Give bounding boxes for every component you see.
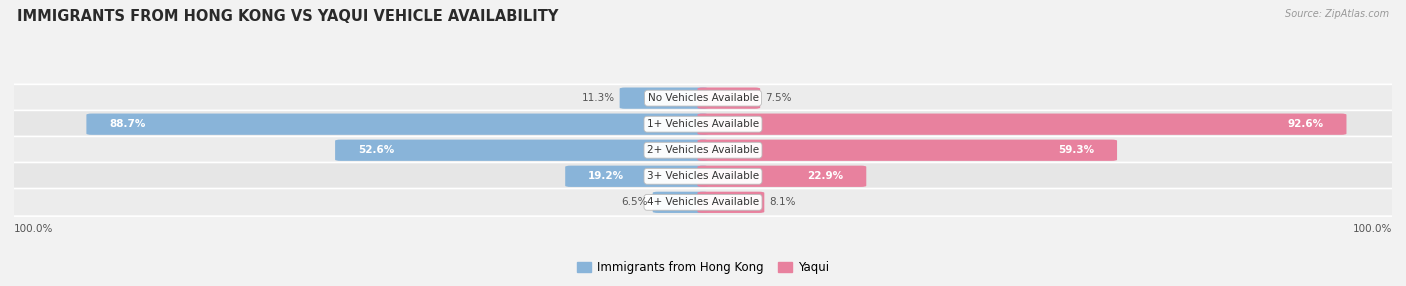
- FancyBboxPatch shape: [652, 192, 709, 213]
- Text: 59.3%: 59.3%: [1059, 145, 1094, 155]
- FancyBboxPatch shape: [620, 88, 709, 109]
- Text: 6.5%: 6.5%: [621, 197, 648, 207]
- Text: 3+ Vehicles Available: 3+ Vehicles Available: [647, 171, 759, 181]
- FancyBboxPatch shape: [697, 88, 761, 109]
- FancyBboxPatch shape: [1, 136, 1405, 164]
- Text: 88.7%: 88.7%: [110, 119, 145, 129]
- FancyBboxPatch shape: [697, 166, 866, 187]
- Text: Source: ZipAtlas.com: Source: ZipAtlas.com: [1285, 9, 1389, 19]
- Text: 11.3%: 11.3%: [582, 93, 614, 103]
- Text: 8.1%: 8.1%: [769, 197, 796, 207]
- FancyBboxPatch shape: [335, 140, 709, 161]
- Text: 2+ Vehicles Available: 2+ Vehicles Available: [647, 145, 759, 155]
- Text: 4+ Vehicles Available: 4+ Vehicles Available: [647, 197, 759, 207]
- FancyBboxPatch shape: [1, 84, 1405, 112]
- FancyBboxPatch shape: [697, 192, 765, 213]
- FancyBboxPatch shape: [565, 166, 709, 187]
- FancyBboxPatch shape: [697, 114, 1347, 135]
- Text: No Vehicles Available: No Vehicles Available: [648, 93, 758, 103]
- Text: IMMIGRANTS FROM HONG KONG VS YAQUI VEHICLE AVAILABILITY: IMMIGRANTS FROM HONG KONG VS YAQUI VEHIC…: [17, 9, 558, 23]
- FancyBboxPatch shape: [1, 188, 1405, 216]
- Legend: Immigrants from Hong Kong, Yaqui: Immigrants from Hong Kong, Yaqui: [576, 261, 830, 274]
- Text: 22.9%: 22.9%: [807, 171, 844, 181]
- FancyBboxPatch shape: [697, 140, 1116, 161]
- Text: 92.6%: 92.6%: [1288, 119, 1323, 129]
- FancyBboxPatch shape: [1, 110, 1405, 138]
- Text: 1+ Vehicles Available: 1+ Vehicles Available: [647, 119, 759, 129]
- Text: 7.5%: 7.5%: [765, 93, 792, 103]
- Text: 100.0%: 100.0%: [1353, 225, 1392, 235]
- Text: 100.0%: 100.0%: [14, 225, 53, 235]
- Text: 19.2%: 19.2%: [588, 171, 624, 181]
- FancyBboxPatch shape: [86, 114, 709, 135]
- FancyBboxPatch shape: [1, 162, 1405, 190]
- Text: 52.6%: 52.6%: [359, 145, 394, 155]
